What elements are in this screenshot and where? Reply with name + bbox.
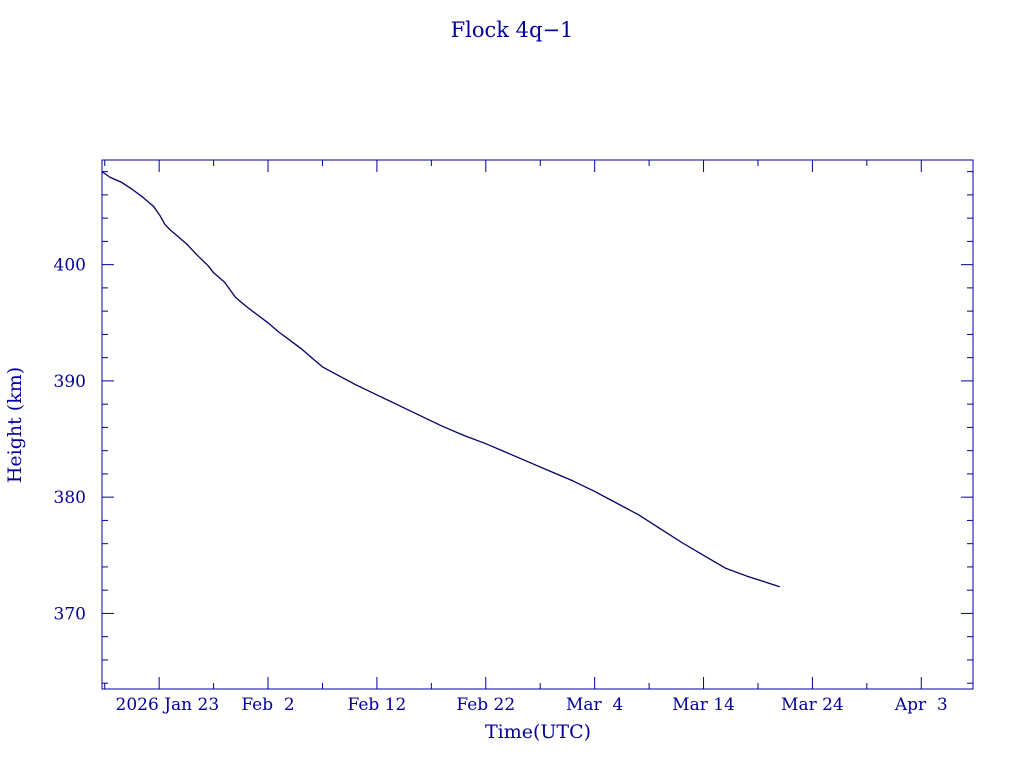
chart-title: Flock 4q−1 [451, 18, 574, 42]
y-tick-label: 380 [54, 488, 86, 508]
y-axis-label: Height (km) [4, 367, 26, 483]
x-tick-label: Mar 24 [781, 695, 844, 715]
x-tick-label: Feb 12 [347, 695, 406, 715]
plot-frame [101, 159, 974, 690]
x-tick-label: Mar 14 [672, 695, 735, 715]
x-axis-tick-labels: 2026 Jan 23 Feb 2 Feb 12 Feb 22 Mar 4 Mar 14 M… [116, 695, 948, 715]
x-tick-label: 2026 Jan 23 [116, 695, 220, 715]
x-axis-label: Time(UTC) [485, 721, 591, 743]
x-tick-label: Feb 22 [456, 695, 515, 715]
x-tick-label: Feb 2 [241, 695, 294, 715]
x-axis-ticks [104, 160, 922, 689]
series-layer [101, 171, 780, 588]
x-tick-label: Mar 4 [566, 695, 623, 715]
y-tick-label: 400 [54, 256, 86, 276]
series-line [101, 171, 780, 588]
y-tick-label: 390 [54, 372, 86, 392]
y-tick-label: 370 [54, 604, 86, 624]
x-tick-label: Apr 3 [894, 695, 948, 715]
y-axis-tick-labels: 370 380 390 400 [54, 256, 86, 625]
y-axis-ticks [102, 171, 973, 684]
